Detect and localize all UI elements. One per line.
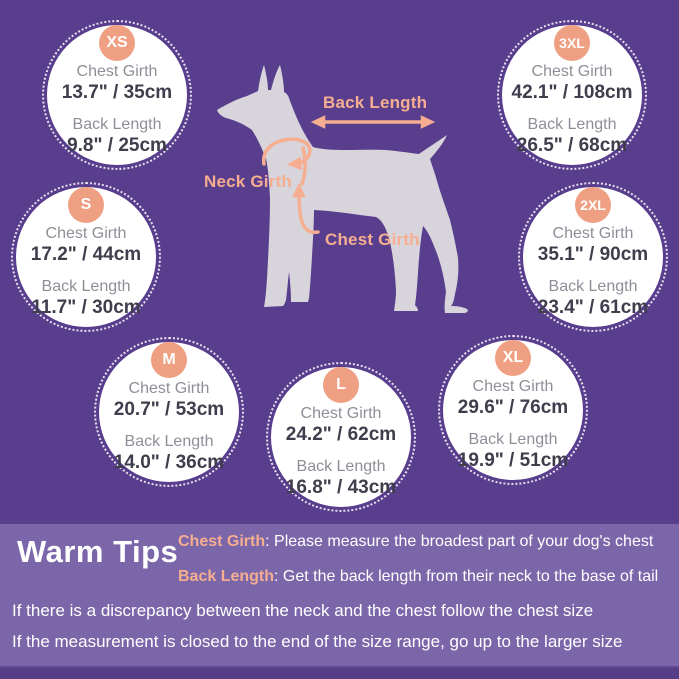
chest-girth-label: Chest Girth	[45, 225, 127, 242]
size-circle-content: Chest Girth 20.7" / 53cm Back Length 14.…	[96, 339, 242, 485]
back-length-annotation: Back Length	[323, 93, 428, 112]
size-badge-xs: XS	[99, 25, 135, 61]
chest-girth-label: Chest Girth	[552, 225, 634, 242]
back-length-label: Back Length	[124, 433, 214, 450]
chest-girth-label: Chest Girth	[472, 378, 554, 395]
size-circle-content: Chest Girth 42.1" / 108cm Back Length 26…	[499, 22, 645, 168]
dog-silhouette	[217, 65, 468, 313]
size-badge-s: S	[68, 187, 104, 223]
chest-girth-arrow	[292, 182, 320, 235]
size-circle-xl: XL Chest Girth 29.6" / 76cm Back Length …	[438, 335, 588, 485]
chest-girth-value: 13.7" / 35cm	[61, 82, 173, 103]
size-circle-l: L Chest Girth 24.2" / 62cm Back Length 1…	[266, 362, 416, 512]
size-circle-m: M Chest Girth 20.7" / 53cm Back Length 1…	[94, 337, 244, 487]
tip-back-length: Back Length: Get the back length from th…	[178, 568, 658, 586]
size-badge-label: XS	[106, 34, 128, 51]
neck-girth-annotation: Neck Girth	[204, 172, 292, 191]
chest-girth-label: Chest Girth	[300, 405, 382, 422]
size-circle-content: Chest Girth 13.7" / 35cm Back Length 9.8…	[44, 22, 190, 168]
size-badge-label: S	[80, 196, 92, 213]
size-circle-content: Chest Girth 17.2" / 44cm Back Length 11.…	[13, 184, 159, 330]
back-length-value: 26.5" / 68cm	[516, 135, 628, 156]
back-length-label: Back Length	[72, 116, 162, 133]
size-badge-label: 3XL	[559, 35, 585, 51]
size-badge-label: XL	[502, 349, 524, 366]
dog-silhouette-diagram	[217, 65, 468, 313]
size-badge-label: L	[336, 376, 346, 393]
tip-back-length-text: : Get the back length from their neck to…	[274, 568, 659, 585]
back-length-label: Back Length	[296, 458, 386, 475]
tip-chest-girth-label: Chest Girth	[178, 533, 266, 550]
chest-girth-label: Chest Girth	[76, 63, 158, 80]
bottom-strip	[0, 666, 679, 679]
chest-girth-label: Chest Girth	[531, 63, 613, 80]
chest-girth-value: 42.1" / 108cm	[511, 82, 633, 103]
tip-discrepancy: If there is a discrepancy between the ne…	[12, 601, 594, 620]
back-length-label: Back Length	[41, 278, 131, 295]
back-length-value: 16.8" / 43cm	[285, 477, 397, 498]
size-circle-xs: XS Chest Girth 13.7" / 35cm Back Length …	[42, 20, 192, 170]
chest-girth-value: 35.1" / 90cm	[537, 244, 649, 265]
size-circle-2xl: 2XL Chest Girth 35.1" / 90cm Back Length…	[518, 182, 668, 332]
size-badge-3xl: 3XL	[554, 25, 590, 61]
back-length-label: Back Length	[527, 116, 617, 133]
tip-back-length-label: Back Length	[178, 568, 275, 585]
size-circle-content: Chest Girth 35.1" / 90cm Back Length 23.…	[520, 184, 666, 330]
size-badge-m: M	[151, 342, 187, 378]
chest-girth-label: Chest Girth	[128, 380, 210, 397]
back-length-value: 11.7" / 30cm	[31, 297, 141, 318]
back-length-label: Back Length	[548, 278, 638, 295]
chest-girth-value: 24.2" / 62cm	[285, 424, 397, 445]
size-circle-s: S Chest Girth 17.2" / 44cm Back Length 1…	[11, 182, 161, 332]
size-circle-content: Chest Girth 24.2" / 62cm Back Length 16.…	[268, 364, 414, 510]
back-length-value: 19.9" / 51cm	[457, 450, 569, 471]
back-length-value: 9.8" / 25cm	[67, 135, 167, 156]
size-badge-xl: XL	[495, 340, 531, 376]
chest-girth-annotation: Chest Girth	[325, 230, 420, 249]
chest-girth-value: 29.6" / 76cm	[457, 397, 569, 418]
tip-size-range: If the measurement is closed to the end …	[12, 632, 623, 651]
chest-girth-value: 20.7" / 53cm	[113, 399, 225, 420]
chest-girth-value: 17.2" / 44cm	[30, 244, 142, 265]
chest-girth-arc-upper	[300, 146, 307, 186]
back-length-value: 23.4" / 61cm	[537, 297, 649, 318]
size-badge-label: 2XL	[580, 197, 606, 213]
warm-tips-section: Warm Tips Chest Girth: Please measure th…	[0, 524, 679, 666]
tip-chest-girth-text: : Please measure the broadest part of yo…	[265, 533, 654, 550]
size-circle-content: Chest Girth 29.6" / 76cm Back Length 19.…	[440, 337, 586, 483]
size-badge-2xl: 2XL	[575, 187, 611, 223]
size-badge-label: M	[162, 351, 176, 368]
tip-chest-girth: Chest Girth: Please measure the broadest…	[178, 533, 653, 551]
size-circle-3xl: 3XL Chest Girth 42.1" / 108cm Back Lengt…	[497, 20, 647, 170]
back-length-label: Back Length	[468, 431, 558, 448]
back-length-value: 14.0" / 36cm	[113, 452, 225, 473]
warm-tips-heading: Warm Tips	[17, 534, 179, 569]
size-badge-l: L	[323, 367, 359, 403]
